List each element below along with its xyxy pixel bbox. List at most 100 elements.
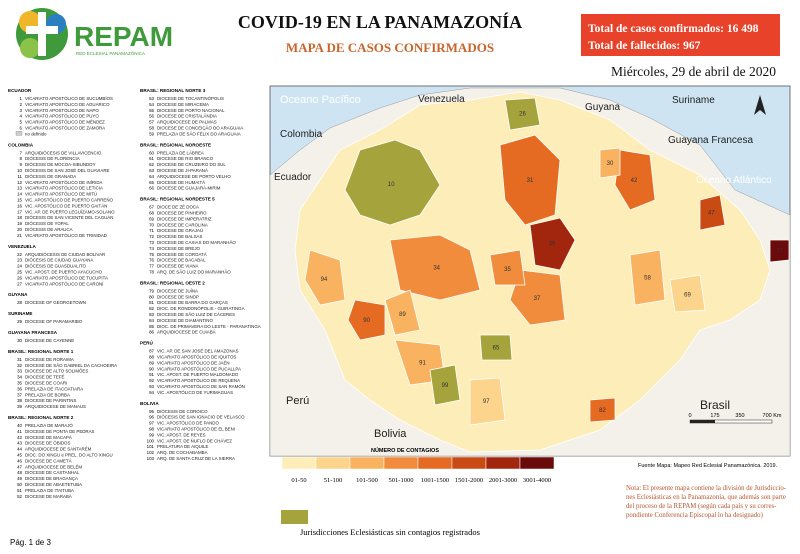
item-name: VIC. APOST. DE PUERTO AYACUCHO — [25, 270, 103, 275]
legend-swatch — [315, 456, 351, 470]
item-name: DIOCESE DE PONTA DE PEDRAS — [25, 429, 95, 434]
section-heading: BRASIL: REGIONAL OESTE 2 — [140, 280, 205, 285]
legend-swatch — [281, 456, 317, 470]
item-name: DIOCESE DE ABAETETUBA — [25, 482, 82, 487]
item-name: DIOC. DO XINGU e PREL. DO ALTO XINGU — [25, 453, 113, 458]
item-name: DIÓCESIS DE MOCOA-SIBUNDOY — [25, 162, 96, 167]
item-name: DIOCESE DE IMPERATRIZ — [157, 216, 212, 221]
item-name: VIC. APOST. DE ÑUFLO DE CHÁVEZ — [157, 438, 232, 443]
item-number: 40 — [17, 423, 22, 428]
item-name: ARQUIDIOCESE DE PALMAS — [157, 120, 217, 125]
region-number: 10 — [388, 182, 395, 188]
place-label: Venezuela — [418, 94, 465, 105]
item-name: VICARIATO APOSTÓLICO DE ZAMORA — [25, 126, 105, 131]
item-name: VICARIATO APOSTÓLICO DE EL BENI — [157, 427, 235, 432]
item-name: PRELAZIA DE ITACOATIARA — [25, 386, 83, 391]
place-label: Guayana Francesa — [668, 135, 753, 146]
item-name: PRELAZIA DE MARAJÓ — [25, 423, 73, 428]
item-name: DIOCESE DE JUÍNA — [157, 288, 198, 293]
item-name: DIOCE DE ZÉ DOCA — [157, 205, 199, 210]
item-number: 71 — [149, 228, 154, 233]
item-name: VICARIATO APOSTÓLICO DE TRINIDAD — [25, 233, 107, 238]
item-number: 11 — [17, 174, 22, 179]
item-name: DIÓCESIS DE FLORENCIA — [25, 156, 80, 161]
item-name: DIOCESE DE JI-PARANÁ — [157, 168, 208, 173]
item-name: DIOCESE DE GRAJAÚ — [157, 228, 203, 233]
item-name: DIOCESE DE MARABÁ — [25, 494, 72, 499]
item-number: 30 — [17, 338, 22, 343]
item-number: 1 — [20, 96, 23, 101]
item-number: 103 — [147, 456, 155, 461]
item-name: DIOCESE DE CRISTALÂNDIA — [157, 114, 217, 119]
item-number: 3 — [20, 108, 23, 113]
item-number: 91 — [149, 372, 154, 377]
item-name: DIOCESE DE BALSAS — [157, 234, 202, 239]
item-number: 25 — [17, 270, 22, 275]
item-name: DIOCESE DE HUMAITÁ — [157, 180, 205, 185]
item-number: 8 — [20, 156, 23, 161]
jurisdiction — [499, 134, 561, 226]
item-name: VIC. APOST. DE REYES — [157, 432, 206, 437]
item-number: 68 — [149, 211, 154, 216]
item-name: DIOCESE DE RIO BRANCO — [157, 156, 214, 161]
title: COVID-19 EN LA PANAMAZONÍA — [238, 11, 522, 32]
place-label: Oceano Atlántico — [696, 175, 772, 186]
region-number: 97 — [483, 399, 490, 405]
scale-label: 0 — [688, 413, 691, 419]
item-number: 79 — [149, 288, 154, 293]
item-number: 76 — [149, 258, 154, 263]
item-number: 28 — [17, 300, 22, 305]
item-name: DIOCESE DE CASTANHAL — [25, 470, 80, 475]
item-number: 20 — [17, 227, 22, 232]
item-name: ARQUIDIOCESE DE CUIABÁ — [157, 330, 216, 335]
item-number: 75 — [149, 252, 154, 257]
region-number: 91 — [419, 361, 426, 367]
item-name: DIOCESE DE BACABAL — [157, 258, 206, 263]
legend-label: 2001-3000 — [489, 477, 517, 484]
item-number: 67 — [149, 205, 154, 210]
item-number: 64 — [149, 174, 154, 179]
item-name: ARQ. DE COCHABAMBA — [157, 450, 208, 455]
jurisdiction — [344, 139, 441, 226]
item-name: DIOCESE DE RORAIMA — [25, 357, 74, 362]
region-number: 30 — [607, 161, 614, 167]
jurisdiction — [589, 397, 616, 423]
legend-label: 51-100 — [324, 477, 342, 484]
item-name: DIOC. DE PRIMAVERA DO LESTE - PARANATING… — [157, 324, 261, 329]
section-heading: SURINAME — [8, 311, 33, 316]
section-heading: VENEZUELA — [8, 244, 37, 249]
item-name: ARQUIDIOCESE DE MANAUS — [25, 404, 86, 409]
item-number: 32 — [17, 363, 22, 368]
item-name: DIOCESE DE CONCEIÇÃO DO ARAGUAIA — [157, 126, 243, 131]
item-number: 27 — [17, 281, 22, 286]
region-number: 42 — [631, 178, 638, 184]
jurisdiction — [489, 249, 526, 286]
item-name: DIOCESE DE ÓBIDOS — [25, 441, 70, 446]
item-name: PRELAZIA DE ITAITUBA — [25, 488, 74, 493]
item-name: PRELATURA DE AIQUILE — [157, 444, 208, 449]
item-number: 55 — [149, 108, 154, 113]
item-name: DIOCESE DE CAMETÁ — [25, 458, 72, 463]
item-name: VIC. AP. DE SAN JOSÉ DEL AMAZONAS — [157, 349, 239, 354]
item-name: VICARIATO APOSTÓLICO DE MÉNDEZ — [25, 120, 105, 125]
jurisdiction — [347, 299, 386, 341]
item-number: 98 — [149, 427, 154, 432]
item-number: 16 — [17, 203, 22, 208]
legend-swatch — [383, 456, 419, 470]
item-number: 81 — [149, 300, 154, 305]
item-name: VICARIATO APOSTÓLICO DE SUCUMBÍOS — [25, 96, 113, 101]
item-number: 18 — [17, 215, 22, 220]
jurisdiction — [614, 149, 656, 211]
item-name: DIÓCESIS DE GUASDUALITO — [25, 264, 86, 269]
map-source: Fuente Mapa: Mapeo Red Eclesial Panamazó… — [638, 463, 778, 469]
item-name: ARQUIDIÓCESIS DE VILLAVICENCIO — [25, 150, 102, 155]
item-number: 24 — [17, 264, 22, 269]
item-number: 69 — [149, 216, 154, 221]
item-name: VICARIATO APOSTÓLICO DE PUCALLPA — [157, 366, 241, 371]
item-name: VICARIATO APOSTÓLICO DE AGUARICO — [25, 102, 110, 107]
scale-bar-seg — [690, 420, 715, 423]
date: Miércoles, 29 de abril de 2020 — [611, 64, 776, 79]
item-number: 73 — [149, 240, 154, 245]
place-label: Colombia — [280, 129, 323, 140]
logo-text: REPAM — [74, 21, 173, 52]
